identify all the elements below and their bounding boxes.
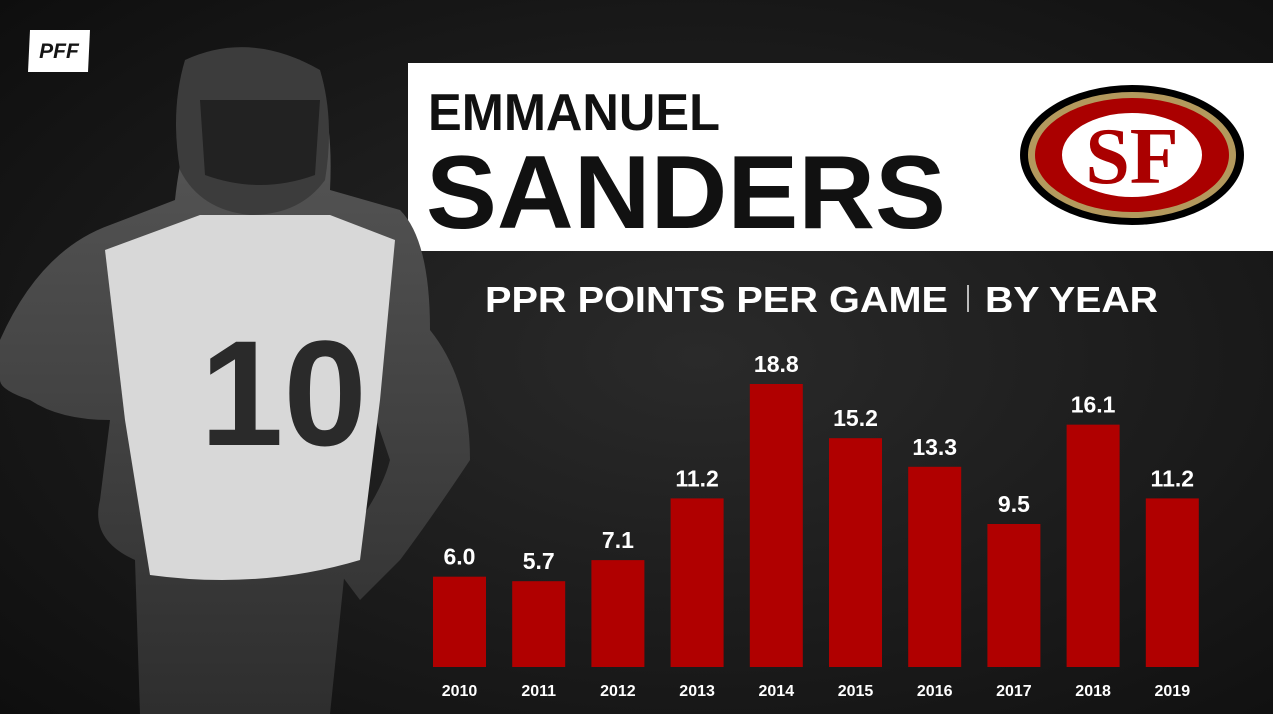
value-label: 5.7 bbox=[523, 548, 555, 574]
value-label: 18.8 bbox=[754, 351, 799, 377]
x-tick-label: 2010 bbox=[442, 683, 478, 700]
jersey-number: 10 bbox=[200, 309, 367, 477]
brand-text: PFF bbox=[39, 40, 80, 63]
value-label: 11.2 bbox=[675, 465, 719, 491]
value-label: 7.1 bbox=[602, 527, 634, 553]
brand-logo: PFF bbox=[28, 30, 90, 72]
player-first-name: EMMANUEL bbox=[428, 84, 720, 142]
bar bbox=[591, 560, 645, 667]
chart-subtitle: BY YEAR bbox=[985, 279, 1158, 320]
team-logo-text: SF bbox=[1085, 113, 1178, 201]
player-photo: 10 bbox=[0, 47, 470, 714]
x-tick-label: 2018 bbox=[1075, 683, 1111, 700]
bar bbox=[749, 384, 803, 667]
chart-title: PPR POINTS PER GAME bbox=[485, 279, 948, 320]
bar bbox=[1066, 424, 1120, 667]
x-tick-label: 2012 bbox=[600, 683, 636, 700]
x-tick-label: 2013 bbox=[679, 683, 715, 700]
value-label: 16.1 bbox=[1071, 392, 1116, 418]
bar bbox=[829, 438, 882, 667]
bar bbox=[670, 498, 724, 667]
value-label: 11.2 bbox=[1151, 465, 1195, 491]
value-label: 15.2 bbox=[833, 405, 878, 431]
x-tick-label: 2015 bbox=[838, 683, 874, 700]
value-label: 13.3 bbox=[912, 434, 957, 460]
x-tick-label: 2014 bbox=[759, 683, 795, 700]
x-tick-label: 2017 bbox=[996, 683, 1032, 700]
x-tick-label: 2011 bbox=[521, 683, 556, 700]
value-label: 9.5 bbox=[998, 491, 1030, 517]
bar bbox=[987, 523, 1041, 667]
bar bbox=[433, 576, 486, 667]
x-tick-label: 2019 bbox=[1155, 683, 1191, 700]
bar bbox=[512, 581, 566, 667]
x-tick-label: 2016 bbox=[917, 683, 953, 700]
bar bbox=[1145, 498, 1199, 667]
value-label: 6.0 bbox=[444, 544, 476, 570]
bar bbox=[908, 466, 962, 667]
team-logo: SF bbox=[1020, 85, 1244, 225]
player-last-name: SANDERS bbox=[426, 135, 946, 251]
